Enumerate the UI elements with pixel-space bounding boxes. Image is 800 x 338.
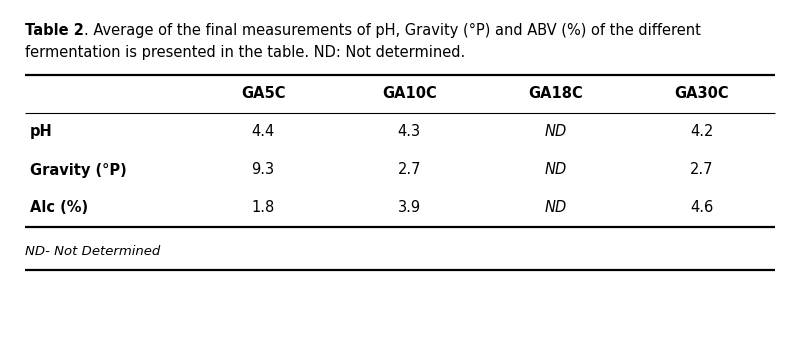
Text: GA10C: GA10C — [382, 87, 437, 101]
Text: 4.2: 4.2 — [690, 124, 714, 140]
Text: 4.4: 4.4 — [251, 124, 274, 140]
Text: GA30C: GA30C — [674, 87, 729, 101]
Text: Table 2: Table 2 — [25, 23, 84, 38]
Text: 2.7: 2.7 — [398, 163, 421, 177]
Text: 2.7: 2.7 — [690, 163, 714, 177]
Text: ND: ND — [545, 163, 566, 177]
Text: fermentation is presented in the table. ND: Not determined.: fermentation is presented in the table. … — [25, 45, 466, 60]
Text: Gravity (°P): Gravity (°P) — [30, 163, 126, 177]
Text: 4.6: 4.6 — [690, 200, 714, 216]
Text: . Average of the final measurements of pH, Gravity (°P) and ABV (%) of the diffe: . Average of the final measurements of p… — [84, 23, 701, 38]
Text: 1.8: 1.8 — [251, 200, 274, 216]
Text: pH: pH — [30, 124, 53, 140]
Text: ND: ND — [545, 200, 566, 216]
Text: Alc (%): Alc (%) — [30, 200, 88, 216]
Text: ND: ND — [545, 124, 566, 140]
Text: 3.9: 3.9 — [398, 200, 421, 216]
Text: GA18C: GA18C — [528, 87, 583, 101]
Text: GA5C: GA5C — [241, 87, 286, 101]
Text: ND- Not Determined: ND- Not Determined — [25, 245, 160, 258]
Text: 9.3: 9.3 — [251, 163, 274, 177]
Text: 4.3: 4.3 — [398, 124, 421, 140]
